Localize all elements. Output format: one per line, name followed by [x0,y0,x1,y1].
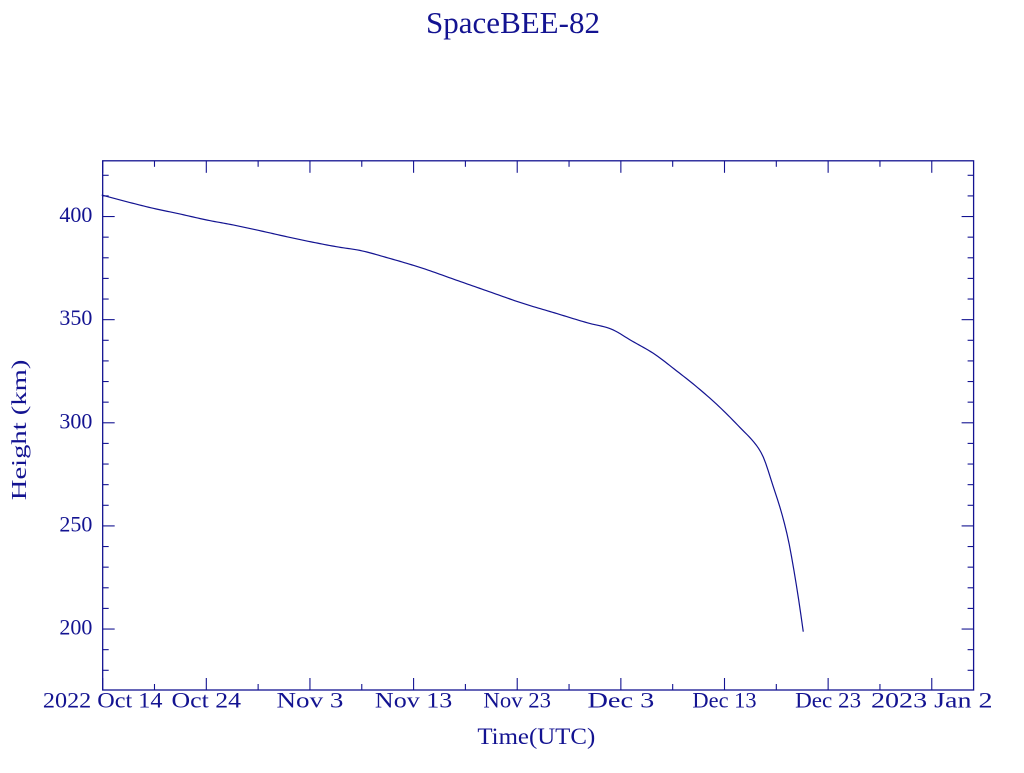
svg-text:Dec 3: Dec 3 [587,688,654,713]
svg-text:Dec 23: Dec 23 [795,688,861,713]
svg-text:2023 Jan 2: 2023 Jan 2 [871,688,993,713]
svg-text:2022 Oct 14: 2022 Oct 14 [43,688,163,713]
svg-text:Nov 3: Nov 3 [277,688,344,713]
svg-text:Nov 23: Nov 23 [483,688,551,713]
svg-text:250: 250 [59,511,92,536]
svg-text:SpaceBEE-82: SpaceBEE-82 [426,5,600,40]
svg-text:Nov 13: Nov 13 [375,688,452,713]
svg-text:Oct 24: Oct 24 [172,688,242,713]
svg-text:400: 400 [59,202,92,227]
svg-text:Time(UTC): Time(UTC) [477,724,595,749]
svg-text:350: 350 [59,305,92,330]
svg-text:200: 200 [59,615,92,640]
svg-text:300: 300 [59,408,92,433]
svg-text:Height (km): Height (km) [7,360,31,501]
svg-text:Dec 13: Dec 13 [692,688,756,713]
